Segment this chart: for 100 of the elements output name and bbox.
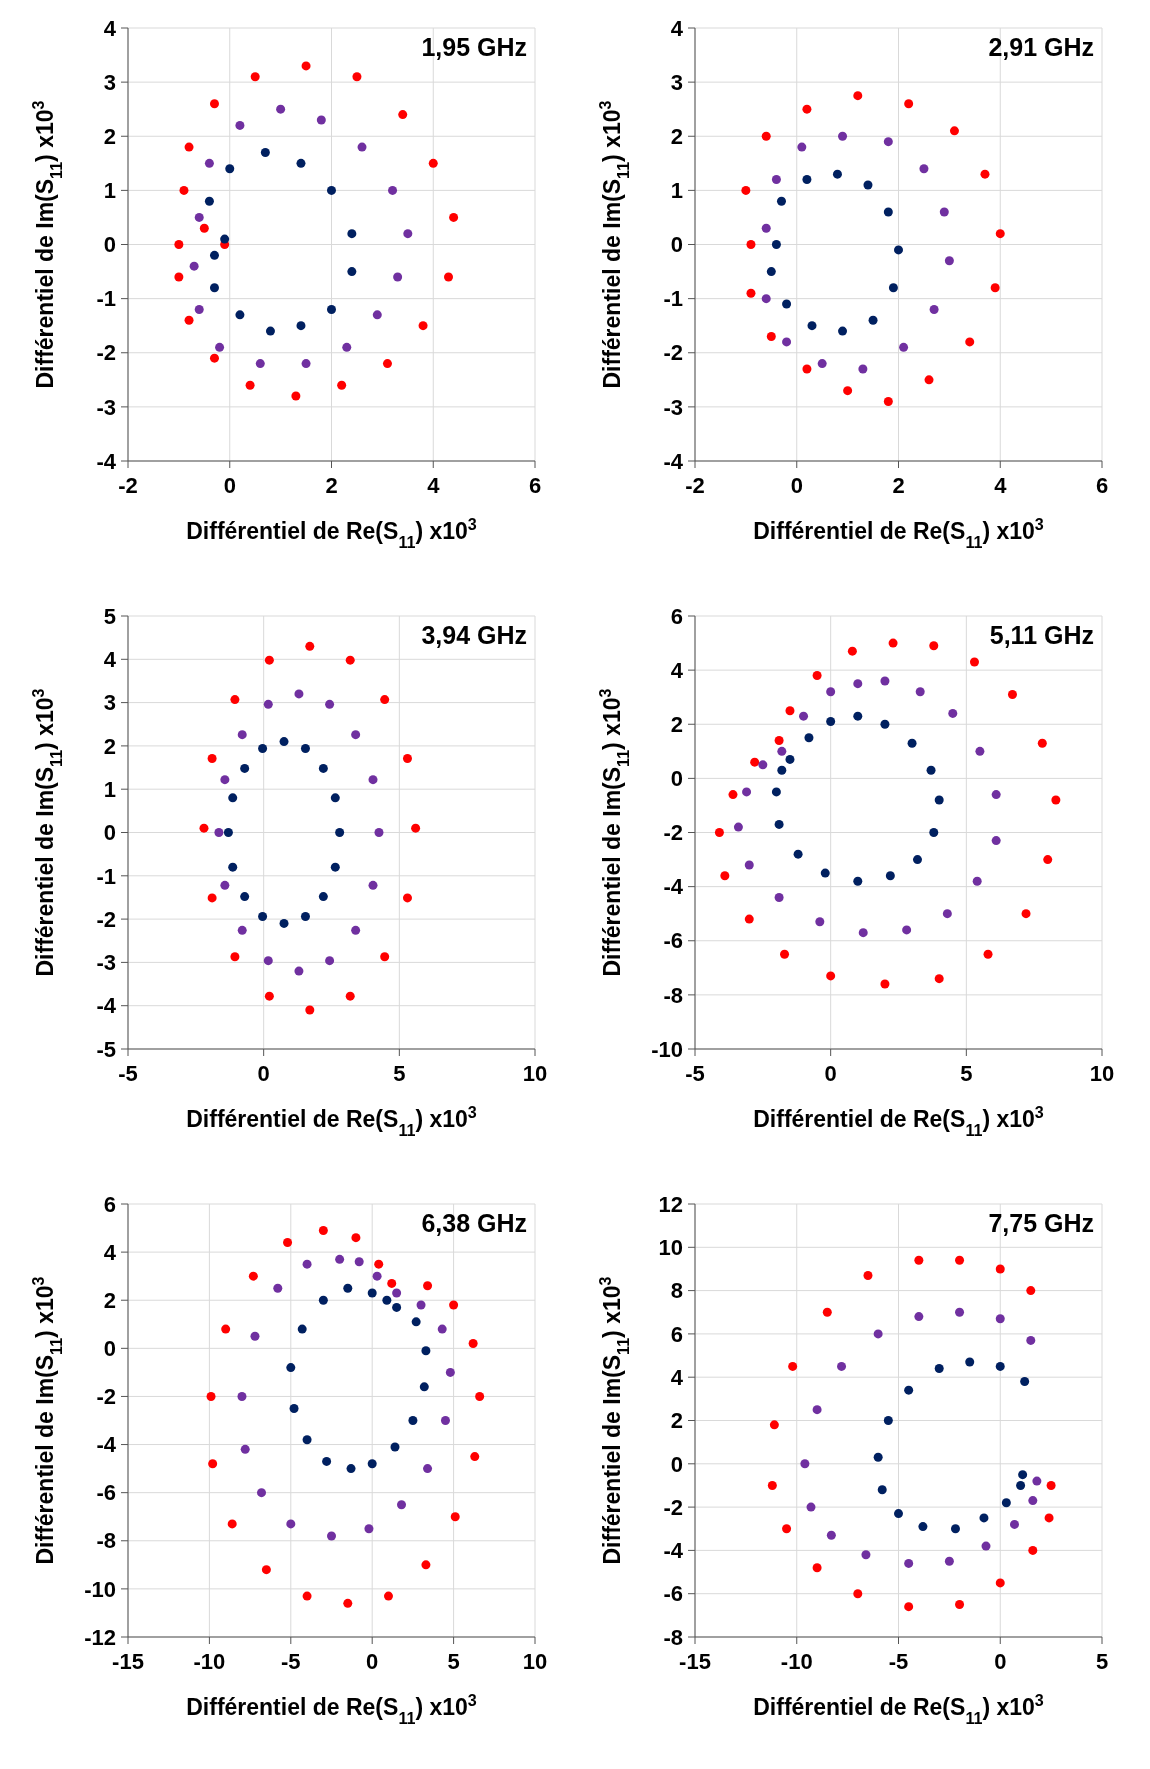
point — [780, 949, 790, 959]
point — [995, 1314, 1005, 1324]
point — [279, 737, 289, 747]
y-tick-label: -6 — [663, 1581, 683, 1607]
point — [387, 1278, 397, 1288]
chart-title: 5,11 GHz — [989, 621, 1094, 649]
y-tick-label: 6 — [670, 603, 683, 629]
y-tick-label: -2 — [663, 340, 683, 366]
y-tick-label: -4 — [663, 874, 684, 900]
x-tick-label: 5 — [393, 1061, 406, 1086]
y-tick-label: -5 — [96, 1036, 116, 1062]
point — [475, 1391, 485, 1401]
point — [390, 1442, 400, 1452]
point — [929, 641, 939, 651]
point — [1046, 1480, 1056, 1490]
point — [419, 1382, 429, 1392]
y-tick-label: 0 — [103, 820, 116, 846]
chart-title: 1,95 GHz — [421, 33, 527, 61]
point — [975, 746, 985, 756]
point — [380, 695, 390, 705]
point — [777, 746, 787, 756]
point — [826, 971, 836, 981]
point — [746, 240, 756, 249]
point — [838, 326, 848, 336]
point — [279, 918, 289, 928]
y-tick-label: 1 — [103, 776, 116, 802]
point — [240, 892, 250, 902]
point — [368, 775, 378, 785]
point — [837, 1361, 847, 1371]
point — [291, 391, 301, 401]
x-axis-title: Différentiel de Re(S$_{11}$) x10$^{3}$ — [186, 515, 477, 551]
point — [408, 1416, 418, 1425]
x-tick-label: 2 — [325, 473, 338, 498]
point — [939, 207, 949, 217]
point — [346, 1464, 356, 1474]
point — [877, 1485, 887, 1495]
point — [714, 828, 724, 837]
point — [194, 304, 204, 314]
x-tick-label: 0 — [994, 1649, 1007, 1674]
y-tick-label: 8 — [670, 1278, 683, 1304]
point — [250, 72, 260, 82]
y-tick-label: 0 — [670, 232, 683, 258]
y-tick-label: 5 — [103, 603, 116, 629]
point — [220, 775, 230, 785]
point — [802, 175, 812, 185]
point — [990, 283, 1000, 293]
point — [273, 1283, 283, 1293]
point — [880, 719, 890, 729]
point — [972, 876, 982, 886]
point — [907, 738, 917, 748]
point — [318, 763, 328, 773]
point — [955, 1255, 965, 1265]
point — [782, 1524, 792, 1534]
point — [382, 359, 392, 369]
y-tick-label: 3 — [103, 690, 116, 716]
point — [449, 1300, 459, 1310]
point — [421, 1560, 431, 1570]
point — [853, 1589, 863, 1599]
point — [888, 283, 898, 293]
point — [398, 110, 408, 120]
point — [1026, 1286, 1036, 1296]
point — [289, 1403, 299, 1413]
point — [392, 1302, 402, 1312]
point — [325, 956, 335, 966]
y-tick-label: 4 — [103, 647, 117, 672]
point — [423, 1464, 433, 1474]
point — [934, 974, 944, 984]
x-tick-label: -15 — [112, 1649, 144, 1674]
point — [189, 261, 199, 271]
y-tick-label: 6 — [670, 1321, 683, 1347]
point — [944, 256, 954, 266]
y-tick-label: 2 — [670, 711, 683, 737]
point — [904, 99, 914, 109]
point — [812, 671, 822, 681]
point — [214, 828, 224, 837]
point — [767, 1480, 777, 1490]
point — [237, 730, 247, 740]
point — [915, 687, 925, 697]
point — [812, 1405, 822, 1415]
y-tick-label: -1 — [96, 863, 116, 889]
y-tick-label: -1 — [663, 286, 683, 312]
point — [343, 1598, 353, 1608]
y-tick-label: 10 — [658, 1235, 683, 1260]
point — [330, 862, 340, 872]
point — [335, 828, 345, 837]
point — [766, 267, 776, 277]
point — [322, 1456, 332, 1466]
point — [297, 1324, 307, 1334]
point — [418, 321, 428, 331]
point — [802, 104, 812, 114]
point — [888, 638, 898, 648]
y-tick-label: -10 — [651, 1036, 683, 1062]
point — [258, 912, 268, 921]
point — [761, 223, 771, 233]
point — [944, 1556, 954, 1566]
point — [374, 828, 384, 837]
point — [807, 321, 817, 331]
point — [392, 1288, 402, 1298]
point — [983, 949, 993, 959]
point — [815, 917, 825, 927]
